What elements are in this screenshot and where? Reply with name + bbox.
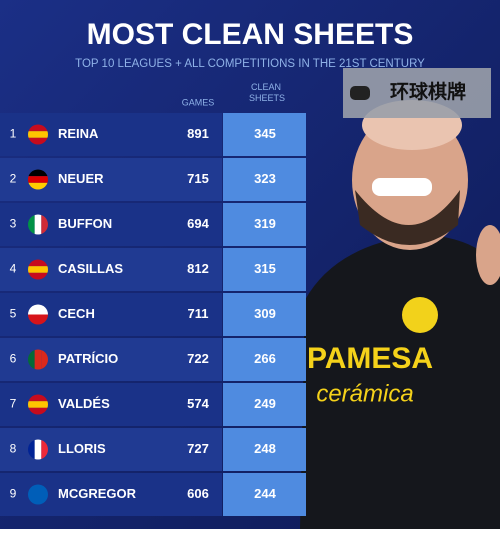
games: 606 [187, 486, 209, 501]
watermark: 环球棋牌 [390, 80, 466, 103]
clean-sheets: 248 [254, 441, 276, 456]
clean-sheets: 249 [254, 396, 276, 411]
jersey-sponsor: PAMESA [307, 342, 433, 375]
rank: 3 [10, 217, 17, 231]
player-name: CASILLAS [58, 261, 123, 276]
clean-sheets-cell [223, 158, 306, 201]
clean-sheets-cell [223, 473, 306, 516]
watermark-icon [350, 86, 370, 100]
flag [28, 272, 48, 280]
flag [28, 137, 48, 145]
column-header: CLEAN SHEETS [249, 82, 286, 103]
flag [28, 394, 48, 402]
flag [28, 314, 48, 325]
rank: 2 [10, 172, 17, 186]
games: 711 [188, 306, 209, 321]
clean-sheets: 266 [254, 351, 276, 366]
clean-sheets: 244 [254, 486, 276, 501]
flag [28, 176, 48, 183]
games: 727 [187, 441, 209, 456]
rank: 6 [10, 352, 17, 366]
column-header: GAMES [182, 97, 215, 107]
flag [28, 484, 48, 505]
flag [28, 131, 48, 138]
rank: 9 [10, 487, 17, 501]
games: 891 [187, 126, 209, 141]
flag [34, 349, 42, 370]
flag [34, 439, 42, 460]
rank: 1 [10, 127, 17, 141]
subtitle: TOP 10 LEAGUES + ALL COMPETITIONS IN THE… [75, 58, 425, 70]
clean-sheets-cell [223, 113, 306, 156]
flag [28, 214, 35, 235]
rank: 7 [10, 397, 17, 411]
player-name: NEUER [58, 171, 104, 186]
jersey-sponsor-sub: cerámica [316, 380, 413, 407]
flag [28, 182, 48, 190]
games: 715 [187, 171, 209, 186]
games: 694 [187, 216, 209, 231]
rank: 5 [10, 307, 17, 321]
flag [34, 214, 42, 235]
clean-sheets: 323 [254, 171, 276, 186]
flag [28, 401, 48, 408]
player-name: CECH [58, 306, 95, 321]
title: MOST CLEAN SHEETS [87, 18, 414, 51]
clean-sheets: 315 [254, 261, 276, 276]
clean-sheets-cell [223, 338, 306, 381]
clean-sheets: 319 [254, 216, 276, 231]
clean-sheets-cell [223, 383, 306, 426]
player-name: BUFFON [58, 216, 112, 231]
column-header-box: CLEAN SHEETS [249, 82, 286, 103]
flag [41, 349, 48, 370]
clean-sheets: 345 [254, 126, 276, 141]
flag [28, 259, 48, 267]
flag [28, 439, 35, 460]
games: 812 [187, 261, 209, 276]
player-name: VALDÉS [58, 396, 110, 411]
table: 1 REINA 891 345 2 NEUER 715 323 3 BUFFON 694 319 4 CA… [0, 113, 306, 516]
player-name: LLORIS [58, 441, 106, 456]
player-name: REINA [58, 126, 99, 141]
games: 722 [187, 351, 209, 366]
clean-sheets-cell [223, 293, 306, 336]
clean-sheets: 309 [254, 306, 276, 321]
clean-sheets-cell [223, 248, 306, 291]
player-name: MCGREGOR [58, 486, 137, 501]
games: 574 [187, 396, 209, 411]
player-name: PATRÍCIO [58, 351, 118, 366]
flag [41, 439, 48, 460]
flag [28, 169, 48, 177]
flag [28, 304, 48, 315]
flag [28, 407, 48, 415]
player-photo: PAMESA cerámica [300, 100, 500, 529]
flag [28, 349, 35, 370]
flag [28, 124, 48, 132]
flag [41, 214, 48, 235]
rank: 4 [10, 262, 17, 276]
clean-sheets-cell [223, 428, 306, 471]
rank: 8 [10, 442, 17, 456]
flag [28, 266, 48, 273]
clean-sheets-cell [223, 203, 306, 246]
